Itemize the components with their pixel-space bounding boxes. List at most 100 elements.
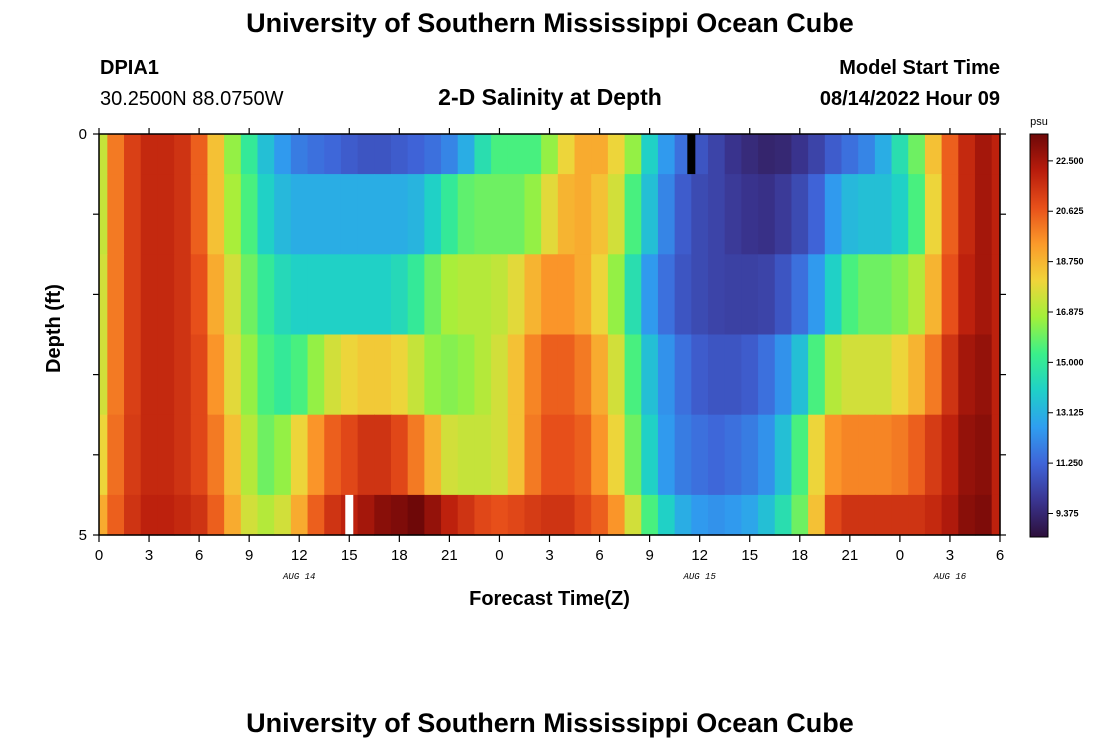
heatmap-cell <box>190 334 209 416</box>
heatmap-cell <box>174 494 192 536</box>
heatmap-cell <box>891 334 909 416</box>
heatmap-cell <box>908 414 926 496</box>
heatmap-cell <box>424 254 442 336</box>
heatmap-cell <box>607 174 626 255</box>
heatmap-cell <box>507 254 526 336</box>
heatmap-cell <box>257 174 275 255</box>
heatmap-cell <box>591 254 609 336</box>
colorbar-tick-label: 16.875 <box>1056 307 1084 317</box>
heatmap-cell <box>99 254 108 336</box>
heatmap-cell <box>591 494 609 536</box>
heatmap-cell <box>174 254 192 336</box>
heatmap-cell <box>607 414 626 496</box>
heatmap-cell <box>107 174 125 255</box>
heatmap-cell <box>224 334 242 416</box>
heatmap-cell <box>257 334 275 416</box>
heatmap-cell <box>958 134 976 175</box>
heatmap-cell <box>507 494 526 536</box>
heatmap-cell <box>474 334 492 416</box>
heatmap-cell <box>607 134 626 175</box>
heatmap-cell <box>124 414 142 496</box>
heatmap-cell <box>290 494 309 536</box>
missing-data-cells <box>345 134 696 535</box>
heatmap-cell <box>374 334 392 416</box>
heatmap-cell <box>190 494 209 536</box>
heatmap-cell <box>157 494 175 536</box>
heatmap-cell <box>908 334 926 416</box>
heatmap-cell <box>374 254 392 336</box>
heatmap-cell <box>324 494 342 536</box>
heatmap-cell <box>190 134 209 175</box>
heatmap-cell <box>107 494 125 536</box>
heatmap-cell <box>924 414 943 496</box>
heatmap-cell <box>224 494 242 536</box>
heatmap-cell <box>390 134 409 175</box>
heatmap-cell <box>691 494 709 536</box>
heatmap-cell <box>257 414 275 496</box>
y-axis-title: Depth (ft) <box>43 284 65 373</box>
colorbar-tick-label: 9.375 <box>1056 508 1079 518</box>
heatmap-cell <box>924 254 943 336</box>
heatmap-cell <box>924 134 943 175</box>
model-start-value: 08/14/2022 Hour 09 <box>819 88 1000 110</box>
heatmap-cell <box>724 414 742 496</box>
heatmap-cell <box>324 334 342 416</box>
heatmap-cell <box>657 174 676 255</box>
heatmap-cell <box>524 174 542 255</box>
heatmap-cell <box>240 494 259 536</box>
heatmap-cell <box>708 134 726 175</box>
heatmap-cell <box>991 254 1001 336</box>
heatmap-cell <box>207 134 225 175</box>
heatmap-cell <box>474 254 492 336</box>
heatmap-cell <box>691 134 709 175</box>
heatmap-cell <box>541 254 559 336</box>
heatmap-cell <box>841 174 859 255</box>
heatmap-cell <box>274 174 292 255</box>
heatmap-cell <box>357 334 375 416</box>
heatmap-cell <box>424 334 442 416</box>
x-tick-label: 18 <box>791 547 808 564</box>
date-label: AUG 16 <box>933 572 967 582</box>
x-tick-label: 21 <box>441 547 458 564</box>
heatmap-cell <box>357 134 375 175</box>
heatmap-cell <box>274 414 292 496</box>
y-axis: 05 <box>79 126 1006 544</box>
heatmap-cell <box>524 254 542 336</box>
heatmap-cell <box>541 414 559 496</box>
heatmap-cell <box>958 254 976 336</box>
x-tick-label: 3 <box>545 547 553 564</box>
x-tick-label: 3 <box>145 547 153 564</box>
heatmap-cell <box>974 174 993 255</box>
heatmap-cell <box>941 174 959 255</box>
heatmap-cell <box>357 414 375 496</box>
heatmap-cell <box>808 174 826 255</box>
heatmap-cell <box>424 134 442 175</box>
heatmap-cell <box>407 414 425 496</box>
heatmap-cell <box>791 414 809 496</box>
heatmap-cell <box>557 334 576 416</box>
heatmap-cell <box>724 334 742 416</box>
heatmap-cell <box>708 414 726 496</box>
heatmap-cell <box>758 494 776 536</box>
heatmap-cell <box>624 174 642 255</box>
heatmap-cell <box>657 134 676 175</box>
heatmap-cell <box>457 254 476 336</box>
heatmap-cell <box>824 414 843 496</box>
heatmap-cell <box>174 174 192 255</box>
heatmap-cell <box>374 414 392 496</box>
heatmap-cell <box>974 414 993 496</box>
heatmap-cell <box>624 134 642 175</box>
heatmap-cell <box>99 494 108 536</box>
heatmap-cell <box>774 134 793 175</box>
heatmap-cell <box>958 334 976 416</box>
missing-cell <box>687 134 696 175</box>
x-tick-label: 6 <box>195 547 203 564</box>
heatmap-cell <box>791 334 809 416</box>
x-tick-label: 12 <box>291 547 308 564</box>
heatmap-cell <box>741 134 759 175</box>
heatmap-cell <box>991 334 1001 416</box>
heatmap-cell <box>374 494 392 536</box>
heatmap-cell <box>140 134 158 175</box>
heatmap-cell <box>507 414 526 496</box>
heatmap-cell <box>274 134 292 175</box>
